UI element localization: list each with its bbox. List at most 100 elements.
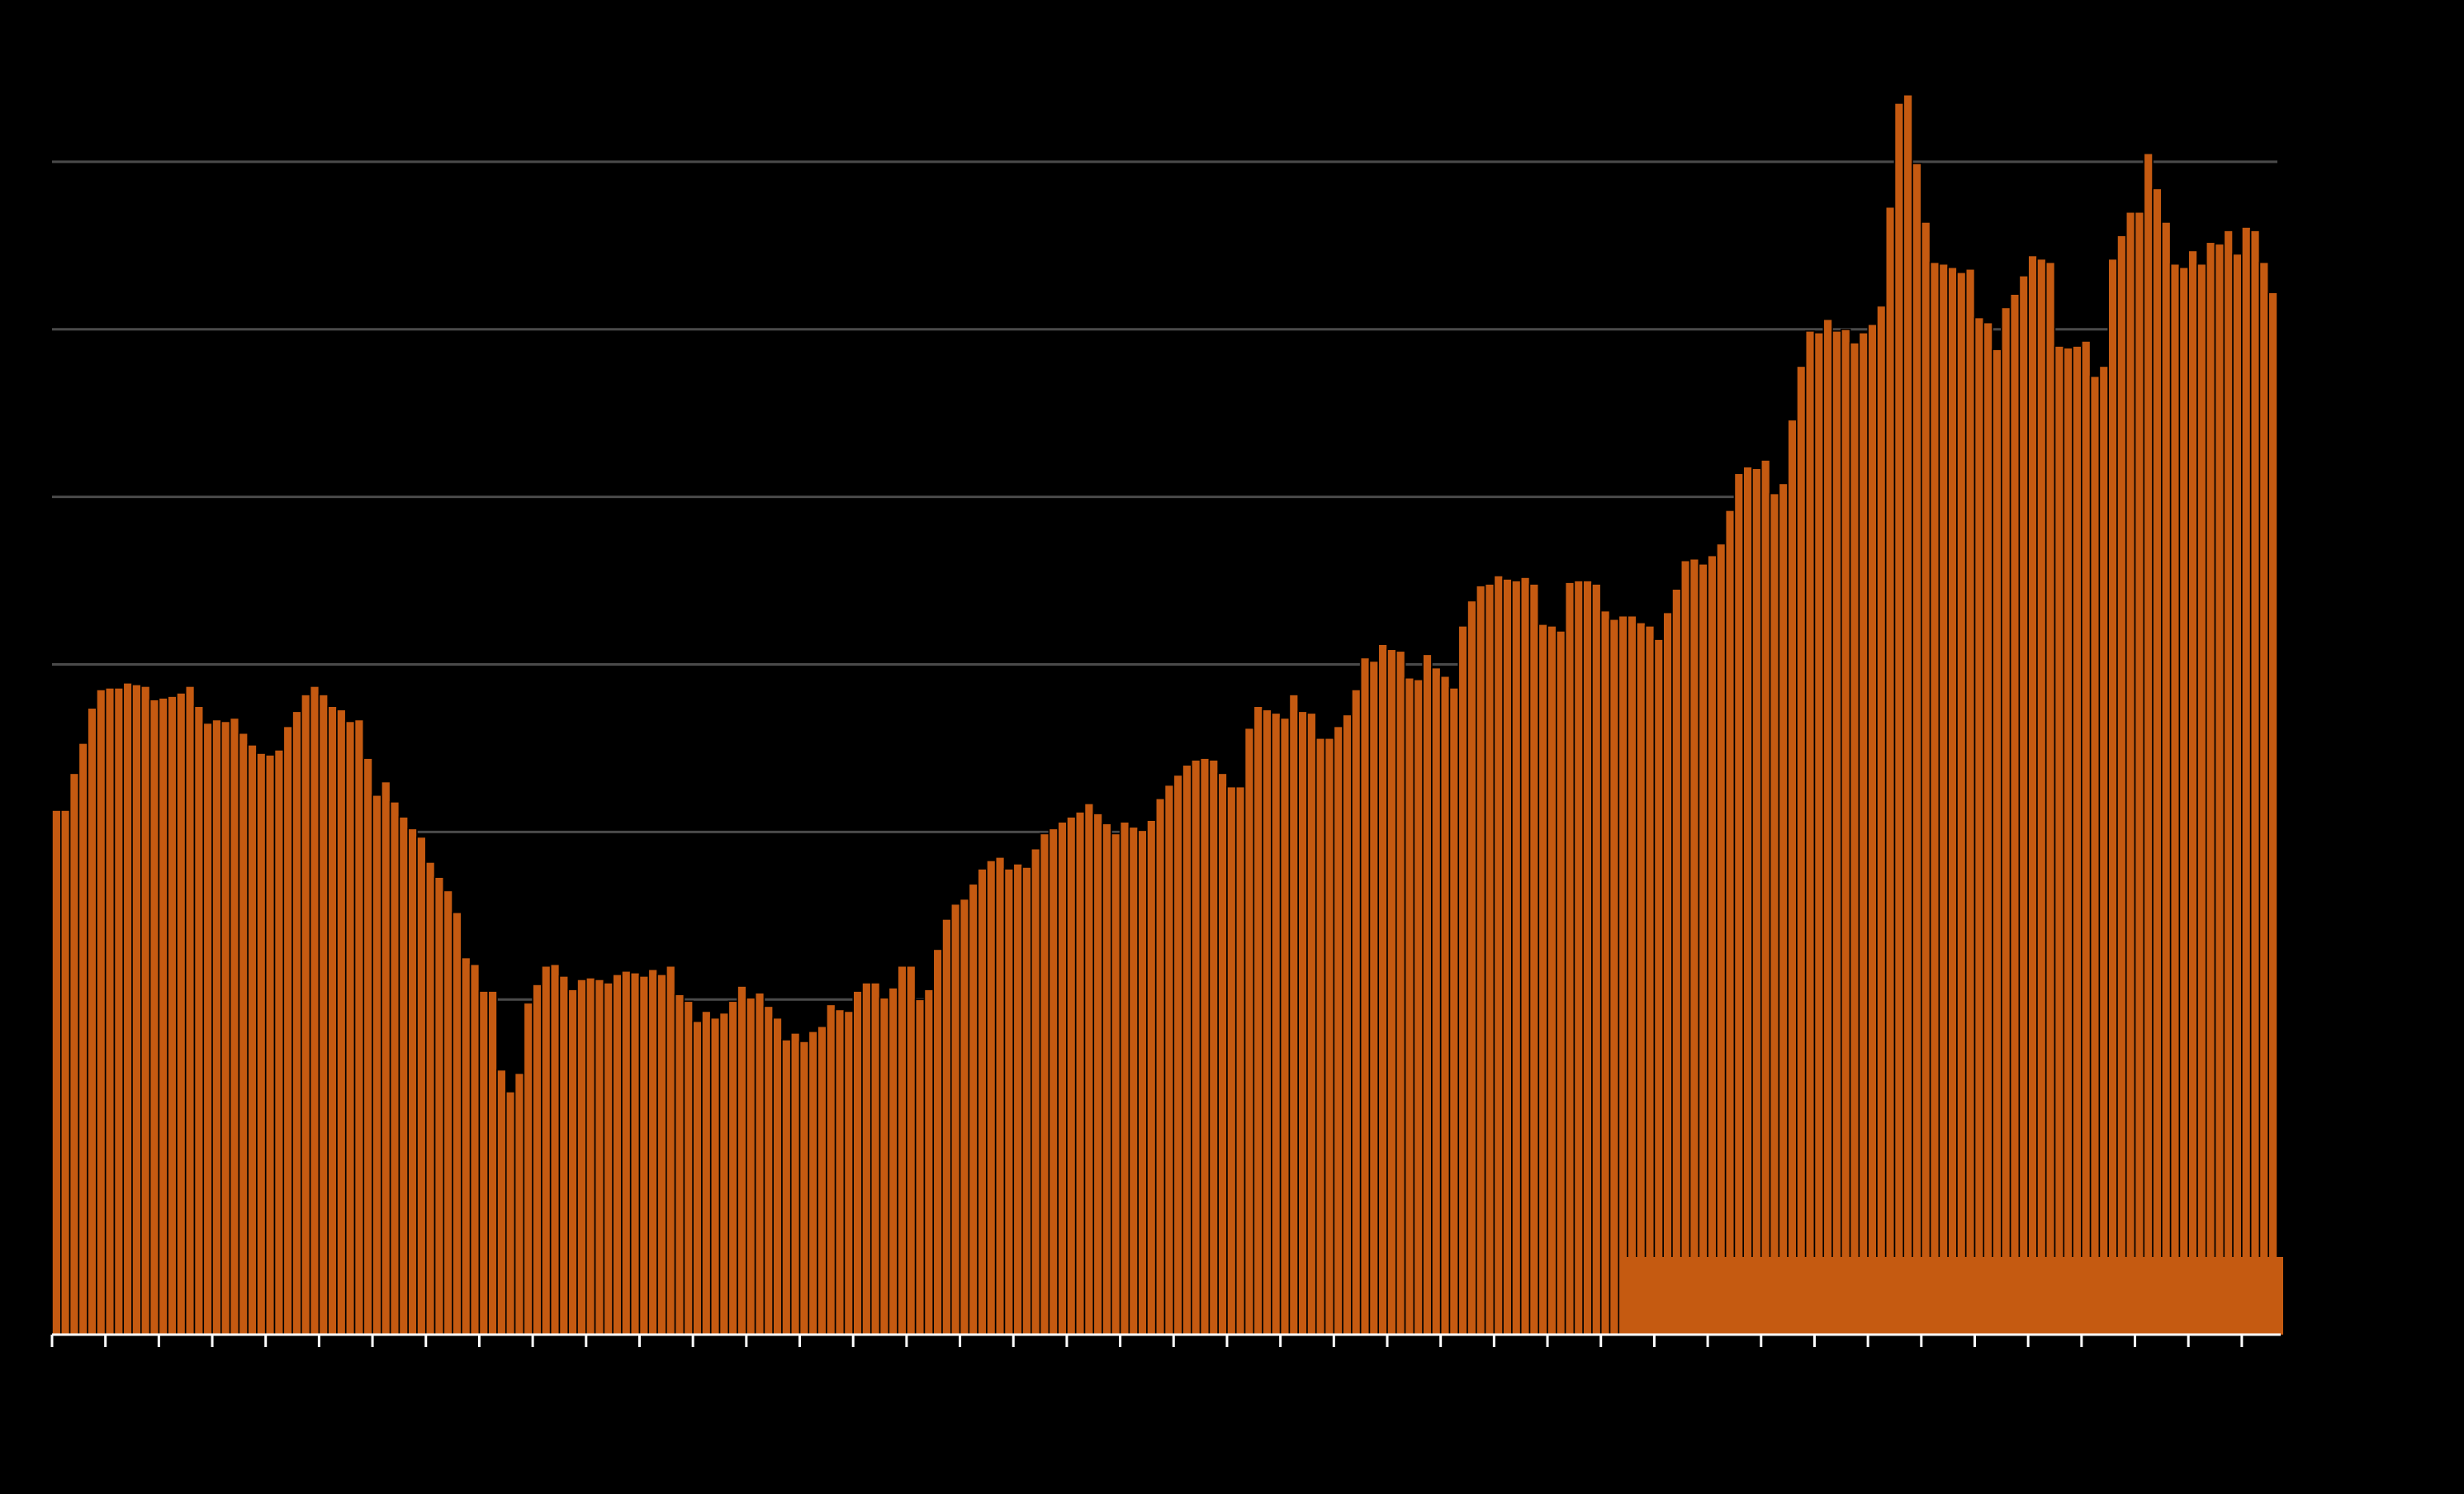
bar [2063,347,2073,1335]
bar [2169,263,2181,1335]
bar [362,757,373,1335]
bar [1146,819,1157,1335]
bar [220,720,231,1335]
bar [51,809,62,1335]
bar [398,816,410,1335]
bar [1680,559,1691,1335]
bar [1493,575,1504,1335]
bar [1689,557,1700,1335]
bar [1342,714,1353,1335]
bar [567,989,578,1335]
bar [2098,365,2109,1335]
bar [1467,600,1477,1335]
bar [1066,816,1077,1335]
bar [1012,863,1023,1335]
bar [2081,340,2092,1335]
x-axis [50,1333,2281,1347]
bar [968,883,978,1335]
bar [2001,306,2011,1335]
bar [585,977,596,1335]
bar [496,1069,507,1335]
bar [1173,774,1183,1335]
bar [1359,657,1371,1335]
bar [318,694,329,1335]
bar [2178,266,2189,1335]
bar [1519,576,1531,1335]
bar [1324,737,1335,1335]
bar [1351,689,1362,1335]
bar [959,898,970,1335]
bar [514,1072,525,1335]
bar [923,989,935,1335]
bar [1813,332,1825,1335]
bar [1893,102,1905,1335]
bar [2036,258,2047,1335]
bar [843,1010,854,1335]
bar [2072,345,2083,1335]
bar [1787,419,1798,1335]
bar [202,722,213,1335]
bar [781,1039,792,1335]
bar [1119,821,1130,1335]
bar [1163,784,1175,1335]
bar [1938,263,1949,1335]
bar [888,987,898,1335]
bar [1760,459,1771,1335]
bar [2223,230,2234,1335]
bar [1226,785,1237,1335]
bar [327,705,338,1335]
bar [1288,694,1300,1335]
bar [701,1010,712,1335]
bar [87,707,97,1335]
bar [434,876,445,1335]
bar [372,794,382,1335]
bar [1315,737,1326,1335]
bar [1208,759,1219,1335]
bar [1662,611,1673,1335]
bar [808,1030,818,1335]
bar [2214,243,2225,1335]
bar [309,685,320,1335]
bar [211,719,222,1335]
bar [1733,472,1744,1335]
bar [1627,614,1637,1335]
bar [424,861,436,1335]
bar [69,772,80,1335]
bar [461,956,471,1335]
bar [2196,263,2207,1335]
bar [273,749,285,1335]
bar [1271,712,1282,1335]
bar [834,1008,846,1335]
bar [638,975,650,1335]
bar [2143,152,2154,1335]
bar [1253,705,1263,1335]
bar [647,968,658,1335]
bar [2107,258,2118,1335]
bar [78,742,88,1335]
bar [381,780,391,1335]
bar [140,685,151,1335]
bar [2027,254,2038,1335]
bar [1102,823,1112,1335]
bar [674,994,685,1335]
bar [1769,492,1780,1335]
bar [1831,330,1842,1335]
bar [1636,621,1647,1335]
bar [2241,226,2252,1335]
bar [683,1000,694,1335]
bar [1039,832,1050,1335]
bar [1074,811,1086,1335]
bar [914,998,926,1335]
bar [1591,583,1602,1335]
bar [950,903,961,1335]
bar [1048,828,1059,1335]
bar [301,694,311,1335]
bar [1858,332,1869,1335]
bar [897,965,907,1335]
bar [478,990,490,1335]
bar [2134,211,2145,1335]
bar [1128,826,1139,1335]
bar [96,689,107,1335]
bar [1599,609,1611,1335]
